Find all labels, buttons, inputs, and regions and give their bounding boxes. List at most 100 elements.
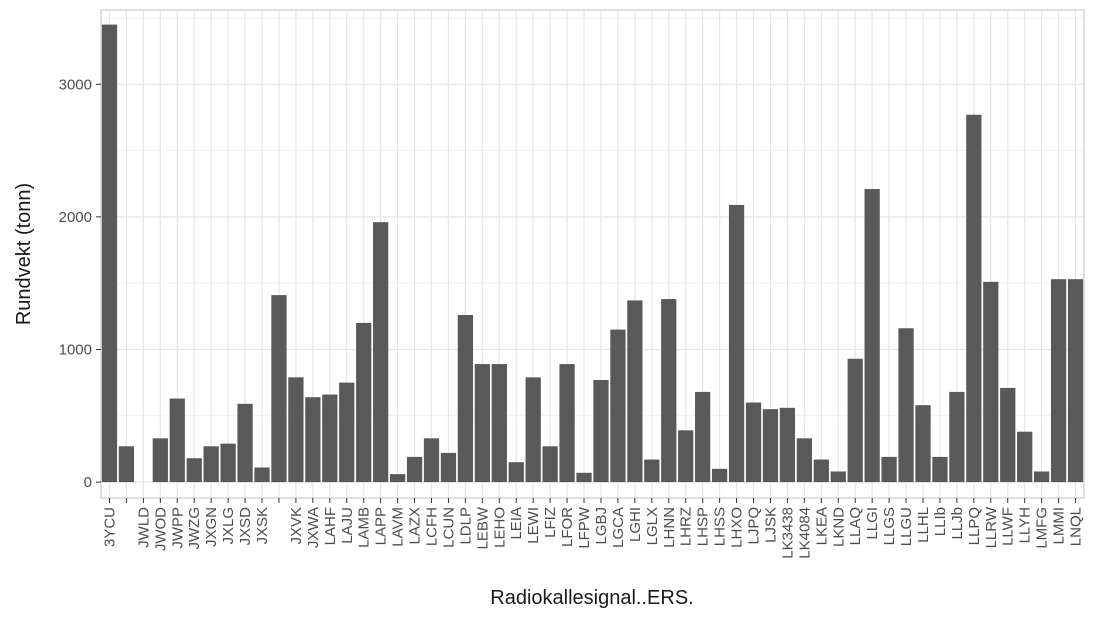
x-tick-label: LJPQ xyxy=(746,507,763,545)
bar-lhsp xyxy=(695,391,711,483)
bar-jxgn xyxy=(203,446,219,483)
bar-lghi xyxy=(627,300,643,483)
x-tick-label: JXWA xyxy=(305,507,322,548)
bar-llib xyxy=(932,456,948,483)
bar-lavm xyxy=(389,474,406,483)
bar-lfor xyxy=(559,364,575,483)
x-tick-label: LEWI xyxy=(525,507,542,544)
y-axis-ticks: 0 1000 2000 3000 xyxy=(59,76,101,491)
x-tick-label: LLPQ xyxy=(966,507,983,545)
x-tick-label: LFOR xyxy=(559,507,576,547)
bar-lk4084 xyxy=(796,438,812,483)
bar-jxvk xyxy=(288,377,304,483)
bar-lgca xyxy=(610,329,626,483)
bar-llyh xyxy=(1017,431,1033,483)
x-tick-label: JXLG xyxy=(220,507,237,545)
bar-lamb xyxy=(356,322,372,483)
bar-3ycu xyxy=(101,24,118,483)
bar-llrw xyxy=(983,281,999,483)
x-tick-label: LAJU xyxy=(339,507,356,544)
x-tick-label: LHSP xyxy=(695,507,712,546)
x-tick-label: LCFH xyxy=(423,507,440,546)
x-tick-label: LK4084 xyxy=(796,507,813,559)
x-axis-ticks: 3YCU JWLD JWOD JWPP JWZG JXGN JXLG JXSD JXSK JXVK… xyxy=(101,498,1085,559)
x-tick-label: LLRW xyxy=(983,506,1000,548)
bar-3yil xyxy=(118,446,135,483)
bar-lljb xyxy=(949,391,965,483)
x-tick-label: LLYH xyxy=(1017,507,1034,543)
bar-lcun xyxy=(440,452,457,483)
bar-llhl xyxy=(915,405,931,483)
bar-lmfg xyxy=(1034,471,1050,483)
bar-jwod xyxy=(152,438,168,483)
bar-ljpq xyxy=(745,402,762,483)
bar-ldlp xyxy=(457,315,474,483)
x-tick-label: LLHL xyxy=(915,507,932,543)
y-tick-label: 2000 xyxy=(59,209,92,226)
x-tick-label: LK3438 xyxy=(779,507,796,559)
x-tick-label: JXSD xyxy=(237,507,254,546)
x-tick-label: LLGS xyxy=(881,507,898,545)
x-tick-label: LHNN xyxy=(661,507,678,548)
bar-lhss xyxy=(711,468,728,483)
x-tick-label: LAZX xyxy=(407,507,424,545)
x-tick-label: JWZG xyxy=(186,507,203,550)
bar-lgbj xyxy=(593,379,609,483)
bar-lfpw xyxy=(576,472,592,483)
bar-laju xyxy=(339,382,355,483)
x-tick-label: LFPW xyxy=(576,506,593,549)
x-tick-label: LLIb xyxy=(932,507,949,536)
x-tick-label: LLAQ xyxy=(847,507,864,545)
bar-lewi xyxy=(525,377,541,483)
bar-jwzg xyxy=(186,458,202,483)
bar-lfiz xyxy=(542,446,558,483)
bar-lkea xyxy=(813,459,829,483)
bar-lebw xyxy=(474,364,490,483)
x-tick-label: LDLP xyxy=(457,507,474,545)
bar-llgs xyxy=(881,456,897,483)
bars xyxy=(101,24,1084,483)
bar-lglx xyxy=(644,459,660,483)
x-tick-label: LEBW xyxy=(474,506,491,549)
bar-jxwa xyxy=(305,397,321,483)
x-tick-label: LGHI xyxy=(627,507,644,542)
x-tick-label: LAHF xyxy=(322,507,339,545)
bar-lahf xyxy=(322,394,338,483)
bar-lknd xyxy=(830,471,846,483)
bar-llpq xyxy=(966,114,982,483)
bar-llgu xyxy=(898,328,914,483)
x-tick-label: JWPP xyxy=(169,507,186,549)
x-tick-label: LGBJ xyxy=(593,507,610,545)
x-tick-label: LLGU xyxy=(898,507,915,546)
x-tick-label: LGCA xyxy=(610,507,627,548)
x-tick-label: LJSK xyxy=(762,507,779,543)
x-tick-label: LAMB xyxy=(356,507,373,548)
x-tick-label: LHSS xyxy=(712,507,729,546)
bar-ljsk xyxy=(762,409,779,483)
x-tick-label: LCUN xyxy=(440,507,457,548)
x-axis-title: Radiokallesignal..ERS. xyxy=(490,587,693,609)
bar-lhrz xyxy=(678,430,694,483)
bar-lmmi xyxy=(1050,279,1067,483)
bar-lk3438 xyxy=(779,407,796,483)
x-tick-label: LKEA xyxy=(813,507,830,545)
x-tick-label: LMFG xyxy=(1034,507,1051,549)
x-tick-label: LLJb xyxy=(949,507,966,540)
bar-leia xyxy=(508,462,524,483)
bar-jxsd xyxy=(237,403,253,483)
x-tick-label: LGLX xyxy=(644,507,661,545)
x-tick-label: JXVK xyxy=(288,507,305,545)
y-tick-label: 0 xyxy=(84,474,92,491)
x-tick-label: LLGI xyxy=(864,507,881,540)
x-tick-label: 3YCU xyxy=(101,507,118,547)
x-tick-label: LEHO xyxy=(491,507,508,548)
panel-border xyxy=(100,9,1085,499)
bar-jxvg xyxy=(271,295,287,483)
bar-lhnn xyxy=(661,299,677,483)
x-tick-label: LFIZ xyxy=(542,507,559,538)
x-tick-label: LAVM xyxy=(390,507,407,547)
bar-leho xyxy=(491,364,507,483)
x-tick-label: LKND xyxy=(830,507,847,547)
